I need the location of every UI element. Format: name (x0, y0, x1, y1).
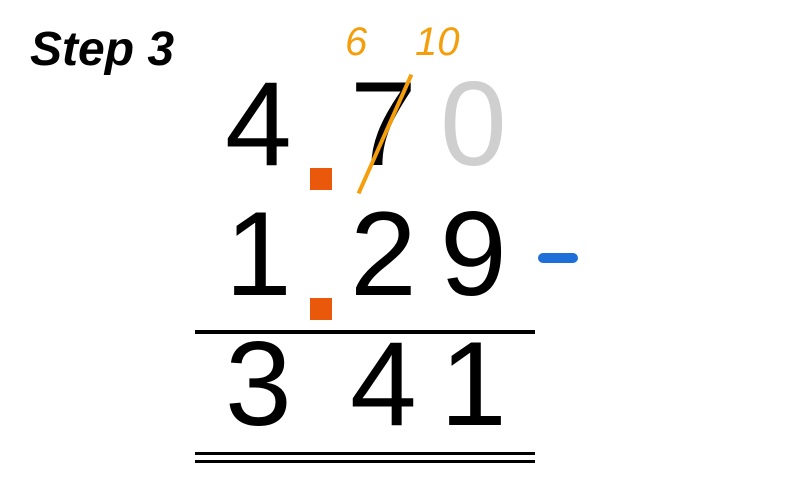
subtrahend-ones-digit: 1 (225, 194, 292, 314)
step-label: Step 3 (30, 22, 174, 77)
subtraction-diagram: Step 3 6 10 4 7 0 1 2 9 3 4 1 (0, 0, 800, 500)
subtrahend-decimal-point (310, 298, 332, 320)
minuend-decimal-point (310, 168, 332, 190)
answer-underline-bottom (195, 460, 535, 463)
result-ones-digit: 3 (225, 324, 292, 444)
borrow-10: 10 (415, 22, 460, 62)
result-tenths-digit: 4 (350, 324, 417, 444)
minus-sign (538, 253, 578, 263)
subtrahend-tenths-digit: 2 (350, 194, 417, 314)
result-hundredths-digit: 1 (440, 324, 507, 444)
subtrahend-hundredths-digit: 9 (440, 194, 507, 314)
minuend-ones-digit: 4 (225, 64, 292, 184)
minuend-hundredths-digit: 0 (440, 64, 507, 184)
answer-underline-top (195, 452, 535, 455)
borrow-6: 6 (345, 22, 367, 62)
